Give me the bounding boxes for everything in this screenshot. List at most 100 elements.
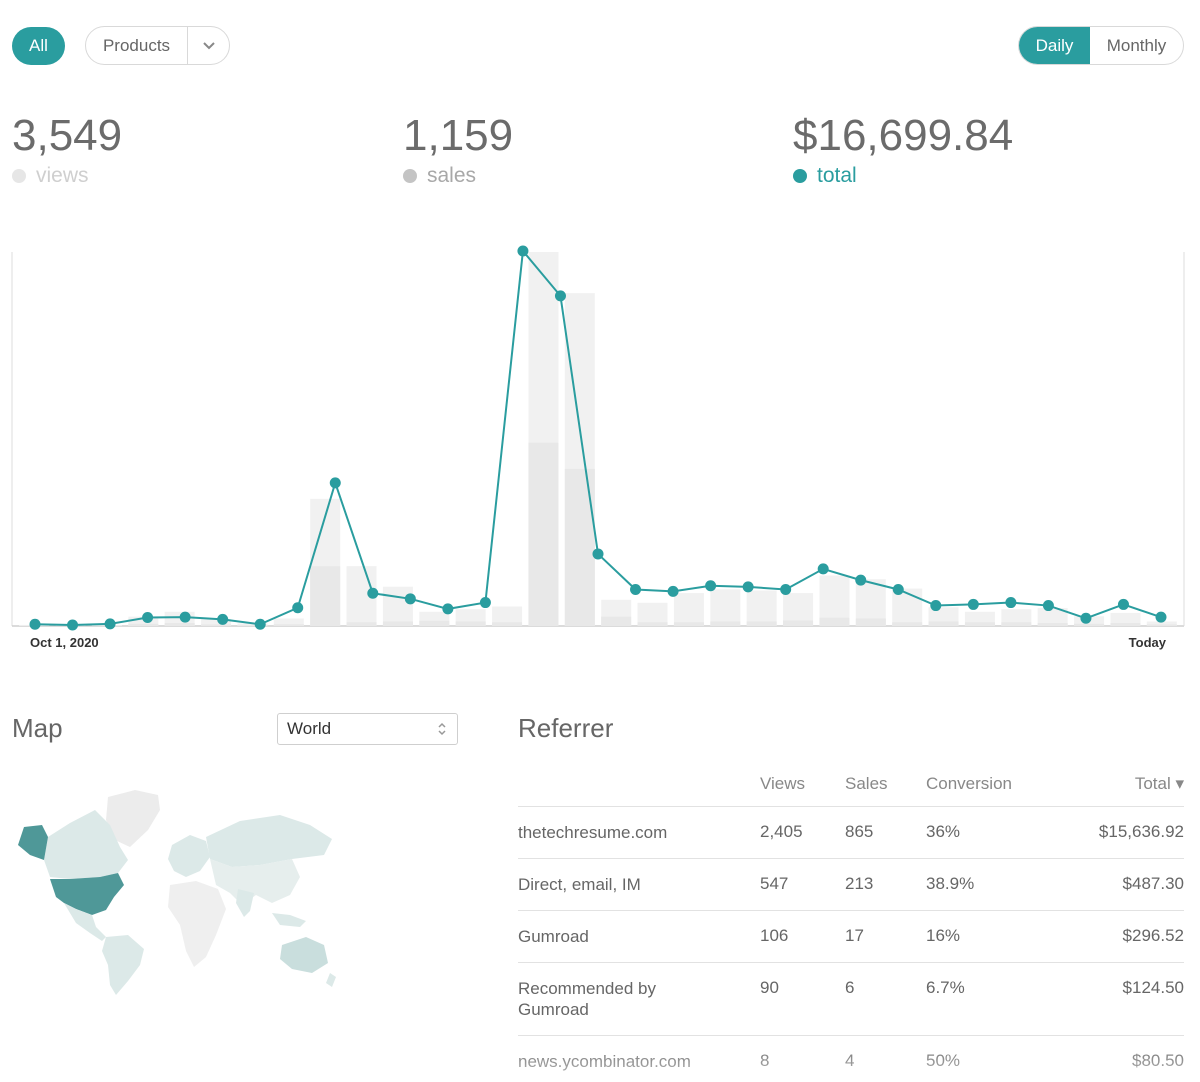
sales-bar[interactable] xyxy=(710,621,741,626)
sales-bar[interactable] xyxy=(1110,623,1141,626)
total-point[interactable] xyxy=(104,618,116,630)
views-bar[interactable] xyxy=(128,616,159,626)
total-point[interactable] xyxy=(667,585,679,597)
total-point[interactable] xyxy=(254,618,266,630)
world-map[interactable] xyxy=(10,785,340,1000)
new-zealand[interactable] xyxy=(326,973,336,987)
views-bar[interactable] xyxy=(492,606,523,626)
views-bar[interactable] xyxy=(1001,609,1032,626)
australia[interactable] xyxy=(280,937,328,973)
sales-bar[interactable] xyxy=(310,566,341,626)
sales-bar[interactable] xyxy=(237,625,268,626)
total-point[interactable] xyxy=(1042,600,1054,612)
total-point[interactable] xyxy=(967,598,979,610)
india[interactable] xyxy=(236,889,254,917)
sales-bar[interactable] xyxy=(601,616,632,626)
total-point[interactable] xyxy=(1155,611,1167,623)
views-bar[interactable] xyxy=(855,579,886,626)
sales-bar[interactable] xyxy=(128,623,159,626)
total-point[interactable] xyxy=(29,618,41,630)
views-bar[interactable] xyxy=(237,623,268,626)
sales-bar[interactable] xyxy=(783,620,814,626)
header-sales[interactable]: Sales xyxy=(845,774,888,793)
sales-bar[interactable] xyxy=(1074,623,1105,626)
total-point[interactable] xyxy=(780,583,792,595)
total-point[interactable] xyxy=(517,245,529,257)
total-point[interactable] xyxy=(217,613,229,625)
southeast-asia[interactable] xyxy=(272,913,306,927)
total-point[interactable] xyxy=(404,593,416,605)
views-bar[interactable] xyxy=(673,593,704,626)
sales-bar[interactable] xyxy=(419,620,450,626)
russia[interactable] xyxy=(206,815,332,867)
views-bar[interactable] xyxy=(1146,621,1177,626)
daily-button[interactable]: Daily xyxy=(1019,27,1090,64)
sales-bar[interactable] xyxy=(492,622,523,626)
chevron-down-icon[interactable] xyxy=(188,41,229,50)
map-region-select[interactable]: World xyxy=(277,713,458,745)
header-views[interactable]: Views xyxy=(760,774,806,793)
views-bar[interactable] xyxy=(382,586,413,626)
greenland[interactable] xyxy=(106,790,160,847)
total-point[interactable] xyxy=(630,583,642,595)
total-point[interactable] xyxy=(554,290,566,302)
views-bar[interactable] xyxy=(928,607,959,626)
sales-bar[interactable] xyxy=(673,622,704,626)
sales-bar[interactable] xyxy=(928,621,959,626)
sales-bar[interactable] xyxy=(637,622,668,626)
table-row[interactable]: Direct, email, IM 547 213 38.9% $487.30 xyxy=(518,859,1184,911)
views-bar[interactable] xyxy=(1110,612,1141,626)
table-row[interactable]: Recommended by Gumroad 90 6 6.7% $124.50 xyxy=(518,963,1184,1036)
sales-bar[interactable] xyxy=(855,618,886,626)
sales-bar[interactable] xyxy=(964,622,995,626)
all-filter-button[interactable]: All xyxy=(12,27,65,65)
sales-bar[interactable] xyxy=(164,623,195,626)
views-bar[interactable] xyxy=(637,602,668,626)
total-point[interactable] xyxy=(142,612,154,624)
total-point[interactable] xyxy=(442,603,454,615)
table-row[interactable]: news.ycombinator.com 8 4 50% $80.50 xyxy=(518,1036,1184,1082)
sales-bar[interactable] xyxy=(201,624,232,626)
sales-bar[interactable] xyxy=(1001,622,1032,626)
total-point[interactable] xyxy=(705,580,717,592)
south-america[interactable] xyxy=(102,935,144,995)
sales-bar[interactable] xyxy=(528,442,559,626)
header-conversion[interactable]: Conversion xyxy=(926,774,1012,793)
total-point[interactable] xyxy=(1080,612,1092,624)
table-row[interactable]: thetechresume.com 2,405 865 36% $15,636.… xyxy=(518,807,1184,859)
views-bar[interactable] xyxy=(746,590,777,626)
sales-bar[interactable] xyxy=(273,624,304,626)
views-bar[interactable] xyxy=(819,575,850,626)
sales-bar[interactable] xyxy=(346,622,377,626)
header-total[interactable]: Total ▾ xyxy=(1134,774,1184,793)
sales-bar[interactable] xyxy=(746,621,777,626)
sales-bar[interactable] xyxy=(892,622,923,626)
alaska[interactable] xyxy=(18,825,48,860)
total-point[interactable] xyxy=(742,581,754,593)
asia[interactable] xyxy=(210,859,300,905)
sales-bar[interactable] xyxy=(1146,624,1177,626)
mexico[interactable] xyxy=(64,903,106,941)
sales-bar[interactable] xyxy=(564,468,595,626)
total-point[interactable] xyxy=(67,619,79,631)
total-point[interactable] xyxy=(479,597,491,609)
europe[interactable] xyxy=(168,835,210,877)
views-bar[interactable] xyxy=(273,618,304,626)
sales-bar[interactable] xyxy=(455,621,486,626)
views-bar[interactable] xyxy=(1037,608,1068,626)
total-point[interactable] xyxy=(1005,597,1017,609)
total-point[interactable] xyxy=(292,602,304,614)
table-row[interactable]: Gumroad 106 17 16% $296.52 xyxy=(518,911,1184,963)
sales-bar[interactable] xyxy=(1037,623,1068,626)
canada[interactable] xyxy=(44,810,128,879)
total-point[interactable] xyxy=(855,574,867,586)
total-point[interactable] xyxy=(329,477,341,489)
total-point[interactable] xyxy=(892,583,904,595)
united-states[interactable] xyxy=(50,873,124,915)
monthly-button[interactable]: Monthly xyxy=(1106,35,1167,55)
total-point[interactable] xyxy=(592,548,604,560)
sales-chart[interactable] xyxy=(0,230,1200,660)
views-bar[interactable] xyxy=(710,589,741,626)
total-point[interactable] xyxy=(930,600,942,612)
products-dropdown[interactable]: Products xyxy=(85,26,230,65)
